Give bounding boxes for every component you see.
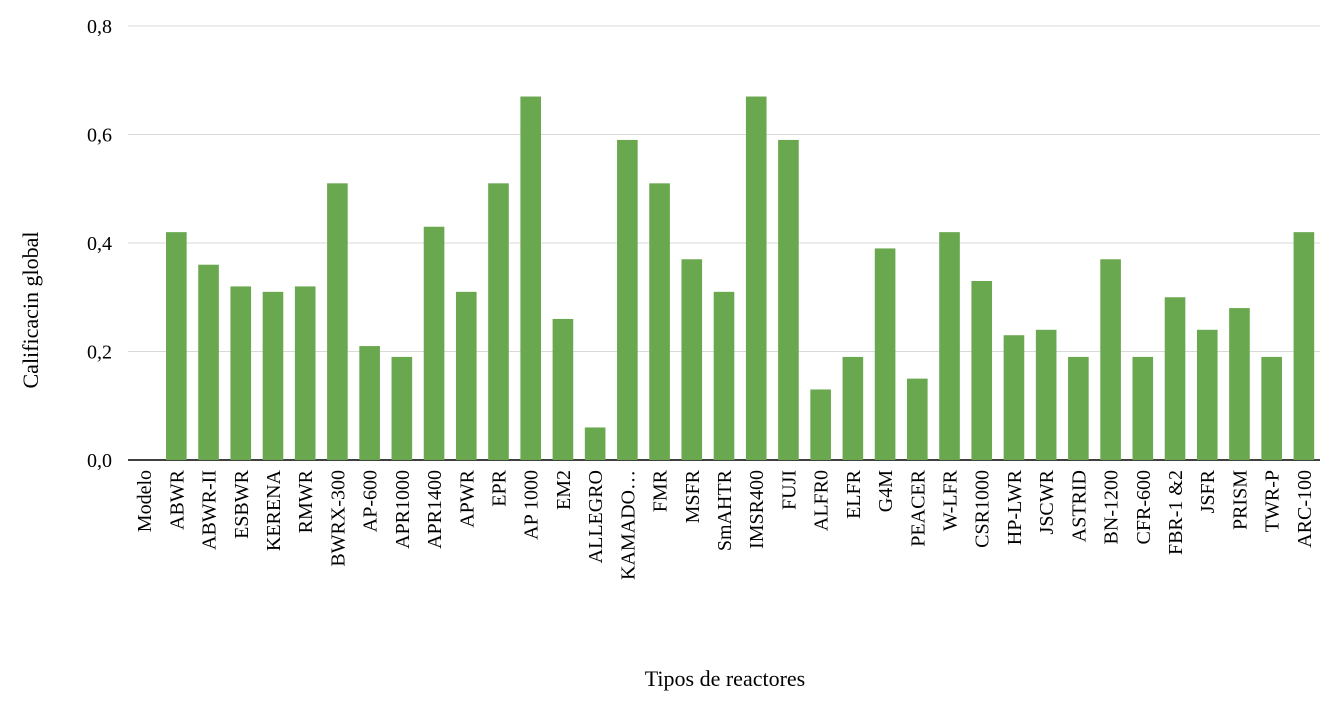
bar: [262, 291, 284, 460]
bar: [842, 356, 864, 460]
bar: [1132, 356, 1154, 460]
x-tick-label: BN-1200: [1101, 470, 1123, 544]
x-tick-label: RMWR: [295, 469, 317, 533]
y-tick-label: 0,6: [87, 125, 112, 147]
x-tick-label: PRISM: [1229, 470, 1251, 530]
bar: [1068, 356, 1089, 460]
bar: [1035, 329, 1057, 460]
bar: [617, 139, 638, 461]
x-tick-label: JSCWR: [1036, 469, 1058, 534]
x-tick-label: KERENA: [263, 469, 285, 551]
bar: [681, 259, 703, 460]
x-tick-label: G4M: [875, 470, 897, 512]
x-tick-label: W-LFR: [940, 469, 962, 531]
bar: [1261, 356, 1282, 460]
x-tick-label: CFR-600: [1133, 470, 1155, 544]
x-tick-label: IMSR400: [746, 470, 768, 549]
x-tick-label: EPR: [488, 469, 510, 506]
bar: [198, 264, 219, 460]
x-tick-label: ARC-100: [1294, 470, 1316, 548]
bar: [230, 286, 252, 460]
bar: [778, 139, 799, 461]
bar: [906, 378, 928, 460]
bar: [713, 291, 735, 460]
bar: [584, 427, 606, 460]
x-tick-label: AP-600: [360, 470, 382, 532]
y-tick-label: 0,4: [87, 233, 112, 255]
x-tick-label: APWR: [456, 469, 478, 527]
bar: [1003, 335, 1025, 460]
x-tick-label: FMR: [650, 469, 672, 512]
x-tick-label: ABWR: [166, 469, 188, 530]
x-tick-label: HP-LWR: [1004, 469, 1026, 545]
bar: [971, 280, 993, 460]
y-tick-label: 0,8: [87, 16, 112, 38]
bar: [391, 356, 413, 460]
x-tick-label: ASTRID: [1068, 470, 1090, 542]
x-tick-label: ALLEGRO: [585, 470, 607, 563]
x-tick-label: APR1400: [424, 470, 446, 549]
bar: [359, 346, 380, 460]
x-tick-label: APR1000: [392, 470, 414, 549]
x-tick-label: SmAHTR: [714, 469, 736, 551]
x-tick-label: ELFR: [843, 469, 865, 519]
bar: [810, 389, 831, 460]
bar: [166, 232, 187, 460]
x-axis-title: Tipos de reactores: [645, 666, 806, 691]
x-tick-label: CSR1000: [972, 470, 994, 548]
x-tick-label: PEACER: [907, 469, 929, 546]
bar: [1196, 329, 1218, 460]
bar: [1164, 297, 1186, 460]
bar: [1229, 308, 1250, 460]
x-tick-label: EM2: [553, 470, 575, 510]
x-tick-label: FUJI: [778, 470, 800, 510]
bar: [1293, 232, 1315, 460]
bar: [455, 291, 477, 460]
x-tick-labels: Modelo ABWR ABWR-II ESBWR KERENA RMWR BWRX-300…: [134, 469, 1316, 580]
bar: [745, 96, 767, 461]
y-tick-label: 0,0: [87, 450, 112, 472]
x-tick-label: AP 1000: [521, 470, 543, 540]
bar: [520, 96, 542, 461]
bar: [874, 248, 896, 460]
x-tick-label: MSFR: [682, 469, 704, 523]
x-tick-label: ABWR-II: [199, 470, 221, 550]
x-tick-label: FBR-1 &2: [1165, 470, 1187, 555]
x-tick-label: JSFR: [1197, 469, 1219, 513]
y-tick-label: 0,2: [87, 342, 112, 364]
bar: [327, 183, 348, 460]
x-tick-label: BWRX-300: [327, 470, 349, 567]
bar: [294, 286, 316, 460]
y-axis-title: Calificacin global: [18, 232, 43, 389]
bar: [1100, 259, 1121, 460]
x-tick-label: ESBWR: [231, 469, 253, 539]
bar: [488, 183, 509, 460]
x-tick-label: TWR-P: [1262, 470, 1284, 532]
y-tick-labels: 0,0 0,2 0,4 0,6 0,8: [87, 16, 112, 472]
x-tick-label: ALFR0: [811, 470, 833, 531]
x-tick-label: KAMADO…: [617, 470, 639, 580]
bar: [939, 232, 960, 460]
x-tick-label: Modelo: [134, 470, 156, 532]
bar: [552, 318, 574, 460]
bar: [423, 226, 445, 460]
bars: [166, 96, 1315, 461]
bar: [649, 183, 670, 460]
